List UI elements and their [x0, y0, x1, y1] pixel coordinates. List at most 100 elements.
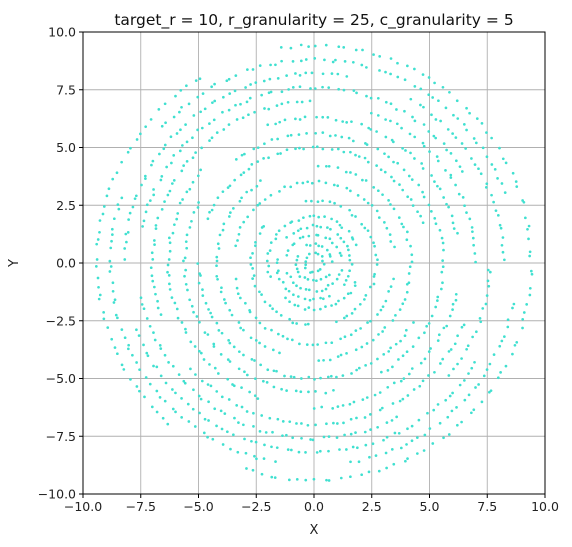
scatter-point [150, 163, 153, 167]
scatter-point [377, 333, 380, 336]
scatter-point [314, 251, 318, 255]
scatter-point [355, 416, 358, 420]
scatter-point [356, 446, 359, 450]
scatter-point [430, 314, 434, 318]
scatter-point [358, 302, 362, 306]
scatter-point [221, 110, 224, 114]
scatter-point [234, 158, 238, 161]
scatter-point [451, 132, 454, 135]
scatter-point [342, 296, 346, 300]
scatter-point [312, 308, 316, 312]
scatter-point [332, 421, 335, 425]
scatter-point [385, 466, 388, 470]
scatter-point [185, 84, 188, 88]
scatter-point [143, 174, 147, 178]
scatter-point [150, 405, 154, 409]
scatter-point [451, 302, 455, 306]
scatter-point [296, 304, 300, 308]
scatter-point [349, 291, 353, 295]
scatter-point [399, 446, 403, 450]
scatter-point [260, 414, 264, 417]
scatter-point [263, 327, 267, 330]
scatter-point [148, 324, 152, 328]
scatter-point [216, 242, 220, 246]
scatter-point [267, 107, 271, 111]
scatter-point [330, 72, 334, 75]
scatter-point [180, 169, 184, 173]
scatter-point [462, 323, 466, 327]
scatter-point [187, 102, 191, 106]
scatter-point [295, 258, 299, 262]
scatter-point [253, 377, 257, 381]
scatter-point [433, 370, 436, 374]
scatter-point [328, 294, 331, 298]
scatter-point [289, 275, 293, 279]
scatter-point [254, 339, 258, 342]
scatter-point [427, 130, 431, 133]
scatter-point [522, 311, 526, 314]
scatter-point [427, 350, 431, 353]
scatter-point [251, 252, 254, 255]
scatter-point [108, 270, 112, 273]
scatter-point [122, 368, 126, 371]
scatter-point [353, 284, 357, 288]
scatter-point [256, 203, 260, 207]
scatter-point [339, 254, 343, 257]
scatter-point [521, 199, 524, 202]
scatter-point [270, 445, 273, 449]
scatter-point [185, 233, 189, 237]
scatter-point [289, 221, 292, 225]
scatter-point [419, 214, 422, 218]
scatter-point [474, 386, 477, 389]
scatter-point [288, 300, 291, 304]
scatter-point [149, 118, 153, 121]
scatter-point [500, 339, 504, 343]
scatter-point [431, 442, 435, 445]
scatter-point [225, 430, 229, 434]
scatter-point [340, 226, 344, 230]
scatter-point [180, 321, 184, 324]
scatter-point [305, 226, 309, 230]
scatter-point [478, 317, 482, 320]
scatter-point [340, 269, 344, 272]
scatter-point [312, 477, 316, 481]
scatter-point [455, 405, 458, 409]
scatter-point [421, 73, 425, 76]
scatter-point [437, 99, 440, 103]
scatter-point [480, 121, 484, 125]
scatter-point [364, 443, 368, 447]
scatter-point [248, 96, 252, 100]
scatter-point [373, 244, 376, 248]
scatter-point [298, 74, 302, 77]
scatter-point [363, 416, 367, 419]
scatter-point [270, 328, 273, 332]
scatter-point [433, 180, 436, 183]
scatter-point [451, 391, 454, 395]
scatter-point [529, 269, 533, 273]
scatter-point [159, 374, 163, 378]
scatter-point [367, 470, 371, 474]
scatter-point [501, 236, 505, 239]
scatter-point [380, 370, 383, 374]
scatter-point [237, 321, 241, 324]
scatter-point [262, 79, 266, 83]
scatter-point [372, 241, 375, 245]
scatter-point [219, 353, 223, 356]
scatter-point [218, 233, 222, 237]
scatter-point [320, 405, 324, 409]
scatter-point [149, 266, 153, 270]
scatter-point [364, 294, 368, 297]
scatter-point [200, 379, 204, 383]
scatter-point [330, 148, 334, 151]
scatter-point [444, 169, 447, 172]
scatter-point [287, 478, 291, 482]
scatter-point [207, 400, 210, 404]
scatter-point [372, 53, 375, 56]
scatter-point [157, 107, 161, 111]
scatter-point [233, 178, 237, 182]
scatter-point [260, 93, 263, 97]
scatter-point [427, 203, 431, 207]
scatter-point [385, 226, 389, 230]
scatter-point [123, 258, 127, 261]
scatter-point [379, 308, 383, 312]
